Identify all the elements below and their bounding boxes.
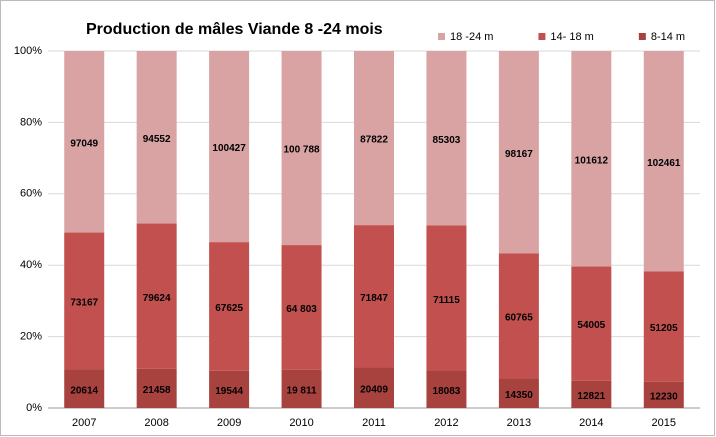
data-label: 20614 xyxy=(70,385,98,396)
y-tick-label: 0% xyxy=(26,402,42,414)
data-label: 67625 xyxy=(215,303,243,314)
bar-segment xyxy=(498,253,539,379)
legend-label: 18 -24 m xyxy=(450,31,493,43)
bar-segment xyxy=(209,242,250,371)
data-label: 21458 xyxy=(143,385,171,396)
data-label: 18083 xyxy=(433,386,461,397)
x-tick-label: 2007 xyxy=(72,417,96,429)
bar-segment xyxy=(571,380,612,408)
bar-segment xyxy=(354,367,394,408)
data-label: 60765 xyxy=(505,312,533,323)
bar-segment xyxy=(136,51,177,224)
y-tick-label: 20% xyxy=(20,331,42,343)
y-tick-label: 40% xyxy=(20,259,42,271)
bar-segment xyxy=(136,368,177,408)
bar-segment xyxy=(281,51,322,246)
data-label: 94552 xyxy=(143,134,171,145)
data-label: 71847 xyxy=(360,293,388,304)
x-tick-label: 2010 xyxy=(289,417,313,429)
bar-segment xyxy=(64,369,105,408)
data-label: 100427 xyxy=(212,143,246,154)
x-tick-label: 2012 xyxy=(434,417,458,429)
bar-segment xyxy=(64,232,105,370)
x-tick-label: 2011 xyxy=(362,417,386,429)
data-label: 98167 xyxy=(505,149,533,160)
bar-segment xyxy=(281,369,322,408)
data-label: 54005 xyxy=(577,320,605,331)
data-label: 64 803 xyxy=(286,304,317,315)
data-label: 20409 xyxy=(360,384,388,395)
chart-title: Production de mâles Viande 8 -24 mois xyxy=(86,21,383,38)
bar-segment xyxy=(136,223,177,369)
bar-segment xyxy=(498,51,539,254)
data-label: 71115 xyxy=(433,295,460,306)
data-label: 102461 xyxy=(647,158,681,169)
data-label: 14350 xyxy=(505,390,533,401)
data-label: 100 788 xyxy=(283,145,320,156)
legend-swatch xyxy=(538,33,546,40)
bar-segment xyxy=(498,378,539,408)
data-label: 97049 xyxy=(70,138,98,149)
legend-label: 14- 18 m xyxy=(550,31,593,43)
bar-segment xyxy=(426,371,467,408)
bar-segment xyxy=(643,271,684,382)
data-label: 12230 xyxy=(650,391,678,402)
bar-segment xyxy=(281,245,322,370)
bar-segment xyxy=(354,225,394,368)
data-label: 101612 xyxy=(575,155,609,166)
bar-segment xyxy=(64,51,105,233)
bar-segment xyxy=(571,266,612,381)
x-tick-label: 2013 xyxy=(507,417,531,429)
bar-segment xyxy=(354,51,394,226)
bar-segment xyxy=(209,370,250,408)
legend-label: 8-14 m xyxy=(651,31,685,43)
x-tick-label: 2015 xyxy=(652,417,676,429)
y-tick-label: 80% xyxy=(20,116,42,128)
y-tick-label: 100% xyxy=(14,45,42,57)
bar-segment xyxy=(571,51,612,267)
data-label: 79624 xyxy=(143,293,171,304)
data-label: 12821 xyxy=(577,391,605,402)
data-label: 87822 xyxy=(360,135,388,146)
bar-segment xyxy=(209,51,250,243)
bar-segment xyxy=(643,51,684,272)
legend-swatch xyxy=(438,33,445,40)
legend-swatch xyxy=(638,33,646,40)
y-tick-label: 60% xyxy=(20,188,42,200)
bar-segment xyxy=(426,51,467,226)
bar-segment xyxy=(643,381,684,408)
x-tick-label: 2008 xyxy=(144,417,168,429)
data-label: 19544 xyxy=(215,386,243,397)
bar-segment xyxy=(426,225,467,372)
data-label: 19 811 xyxy=(287,386,317,397)
data-label: 51205 xyxy=(650,323,678,334)
x-tick-label: 2014 xyxy=(579,417,603,429)
data-label: 73167 xyxy=(70,298,98,309)
data-label: 85303 xyxy=(433,135,461,146)
x-tick-label: 2009 xyxy=(217,417,241,429)
